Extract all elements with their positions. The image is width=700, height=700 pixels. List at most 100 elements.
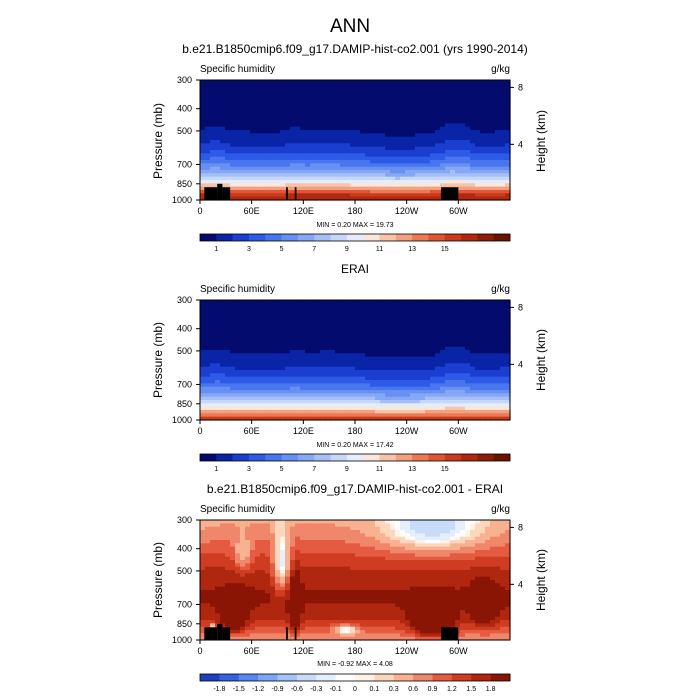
contour-cell [485, 313, 491, 318]
contour-cell [230, 113, 236, 118]
contour-cell [480, 376, 486, 381]
contour-cell [225, 113, 231, 118]
contour-cell [390, 536, 396, 541]
contour-cell [505, 356, 511, 361]
contour-cell [360, 346, 366, 351]
contour-cell [320, 376, 326, 381]
contour-cell [250, 120, 256, 124]
contour-cell [285, 300, 291, 304]
contour-cell [220, 103, 226, 108]
contour-cell [250, 310, 256, 314]
contour-cell [235, 306, 241, 311]
contour-cell [250, 93, 256, 98]
contour-cell [415, 393, 421, 398]
contour-cell [485, 400, 491, 404]
contour-cell [265, 536, 271, 541]
contour-cell [330, 103, 336, 108]
contour-cell [500, 373, 506, 378]
contour-cell [235, 323, 241, 328]
contour-cell [255, 313, 261, 318]
contour-cell [305, 523, 311, 528]
contour-cell [335, 150, 341, 154]
contour-cell [315, 353, 321, 358]
contour-cell [310, 163, 316, 168]
contour-cell [330, 410, 336, 414]
contour-cell [380, 116, 386, 121]
contour-cell [495, 333, 501, 338]
contour-cell [315, 126, 321, 131]
contour-cell [480, 363, 486, 368]
contour-cell [335, 183, 341, 188]
contour-cell [250, 390, 256, 394]
contour-cell [415, 323, 421, 328]
contour-cell [225, 166, 231, 171]
contour-cell [455, 163, 461, 168]
contour-cell [335, 133, 341, 138]
contour-cell [415, 396, 421, 401]
colorbar-swatch [379, 234, 397, 241]
contour-cell [275, 343, 281, 348]
contour-cell [335, 340, 341, 344]
contour-cell [405, 376, 411, 381]
contour-cell [490, 106, 496, 111]
contour-cell [325, 393, 331, 398]
contour-cell [425, 86, 431, 91]
contour-cell [260, 180, 266, 184]
contour-cell [450, 300, 456, 304]
contour-cell [235, 533, 241, 538]
contour-cell [420, 113, 426, 118]
contour-cell [460, 536, 466, 541]
contour-cell [440, 156, 446, 161]
contour-cell [370, 126, 376, 131]
contour-cell [430, 143, 436, 148]
contour-cell [315, 150, 321, 154]
contour-cell [340, 133, 346, 138]
contour-cell [445, 353, 451, 358]
contour-cell [320, 370, 326, 374]
contour-cell [375, 160, 381, 164]
contour-cell [440, 160, 446, 164]
contour-cell [305, 376, 311, 381]
contour-cell [410, 526, 416, 531]
contour-cell [335, 313, 341, 318]
contour-cell [390, 326, 396, 331]
contour-cell [350, 306, 356, 311]
contour-cell [475, 160, 481, 164]
contour-cell [285, 170, 291, 174]
contour-cell [355, 340, 361, 344]
contour-cell [280, 160, 286, 164]
contour-cell [505, 340, 511, 344]
contour-cell [415, 370, 421, 374]
contour-cell [370, 340, 376, 344]
contour-cell [305, 173, 311, 178]
contour-cell [425, 190, 431, 194]
contour-cell [330, 383, 336, 388]
contour-cell [455, 356, 461, 361]
contour-cell [475, 133, 481, 138]
contour-cell [400, 413, 406, 418]
contour-cell [325, 143, 331, 148]
contour-cell [430, 120, 436, 124]
contour-cell [455, 393, 461, 398]
colorbar-frame [199, 453, 511, 462]
contour-cell [285, 323, 291, 328]
contour-cell [445, 156, 451, 161]
contour-cell [345, 156, 351, 161]
contour-cell [245, 333, 251, 338]
contour-cell [400, 313, 406, 318]
contour-cell [375, 306, 381, 311]
contour-cell [430, 100, 436, 104]
contour-cell [310, 346, 316, 351]
y-tick-label: 400 [177, 324, 192, 334]
contour-cell [505, 300, 511, 304]
contour-cell [255, 370, 261, 374]
contour-cell [435, 190, 441, 194]
contour-cell [270, 96, 276, 101]
contour-cell [265, 306, 271, 311]
contour-cell [295, 403, 301, 408]
contour-cell [405, 410, 411, 414]
contour-cell [445, 373, 451, 378]
contour-cell [235, 196, 241, 201]
contour-cell [240, 120, 246, 124]
